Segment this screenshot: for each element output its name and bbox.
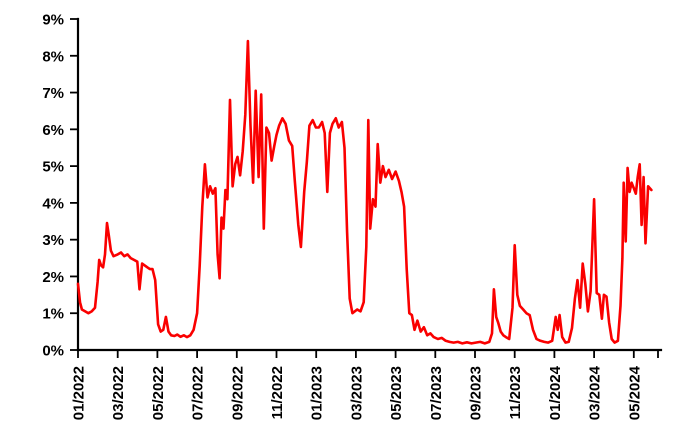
- x-tick-label: 01/2024: [547, 365, 564, 420]
- y-tick-label: 8%: [42, 48, 64, 65]
- y-tick-label: 6%: [42, 122, 64, 139]
- y-tick-label: 0%: [42, 343, 64, 360]
- x-tick-label: 09/2023: [468, 366, 485, 420]
- x-tick-label: 05/2022: [150, 366, 167, 420]
- y-tick-label: 7%: [42, 85, 64, 102]
- x-tick-label: 11/2023: [507, 366, 524, 419]
- x-tick-label: 03/2024: [587, 365, 604, 420]
- data-line: [76, 39, 653, 345]
- x-tick-label: 03/2023: [348, 366, 365, 420]
- x-tick-label: 05/2024: [626, 365, 643, 420]
- x-tick-label: 01/2023: [309, 366, 326, 420]
- y-tick-label: 4%: [42, 195, 64, 212]
- y-tick-label: 2%: [42, 269, 64, 286]
- y-tick-label: 5%: [42, 159, 64, 176]
- x-tick-label: 07/2023: [428, 366, 445, 420]
- x-tick-label: 01/2022: [71, 366, 88, 420]
- y-tick-label: 3%: [42, 232, 64, 249]
- y-tick-label: 1%: [42, 306, 64, 323]
- x-tick-label: 09/2022: [229, 366, 246, 420]
- x-tick-label: 11/2022: [269, 366, 286, 419]
- x-tick-label: 07/2022: [190, 366, 207, 420]
- x-tick-label: 05/2023: [388, 366, 405, 420]
- x-tick-label: 03/2022: [110, 366, 127, 420]
- y-tick-label: 9%: [42, 12, 64, 29]
